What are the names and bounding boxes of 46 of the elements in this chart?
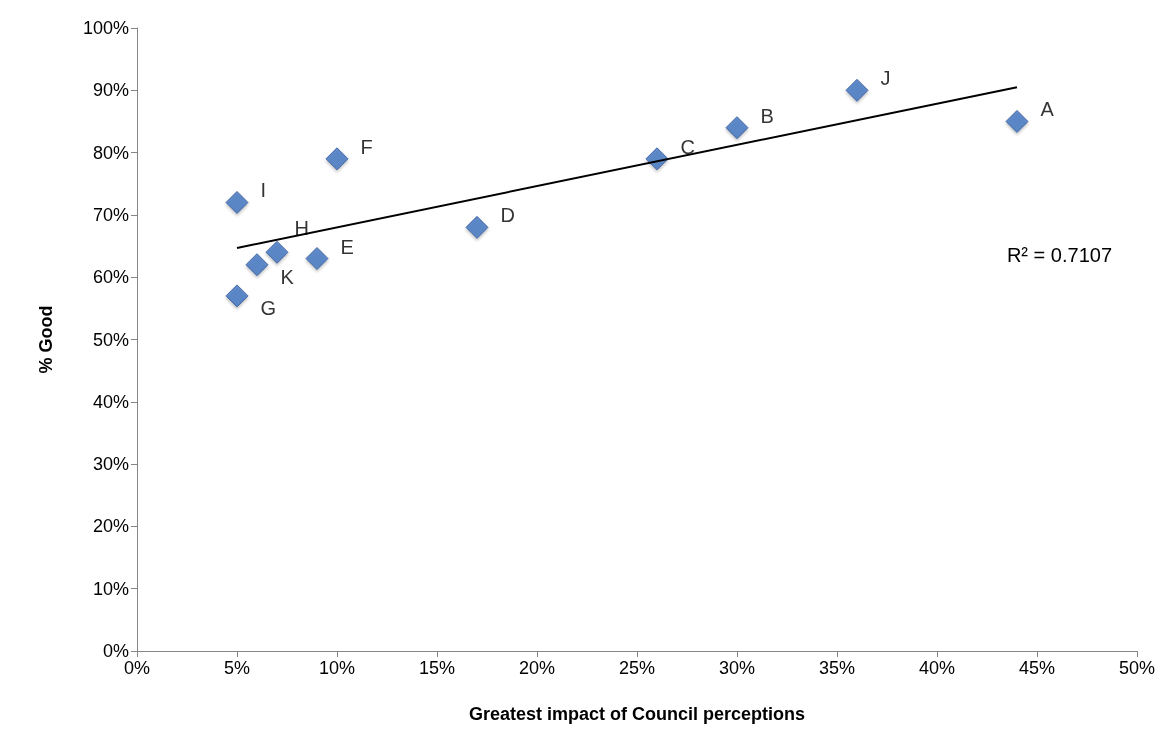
- data-label: I: [260, 179, 267, 202]
- x-tick-label: 25%: [618, 658, 656, 678]
- data-label: B: [760, 104, 774, 127]
- x-tick-label: 40%: [918, 658, 956, 678]
- y-tick-label: 0%: [102, 641, 129, 661]
- point: [465, 215, 489, 239]
- x-tick-label: 10%: [318, 658, 356, 678]
- y-tick-label: 20%: [92, 516, 129, 537]
- x-tick-label: 30%: [718, 658, 756, 678]
- y-tick-label: 90%: [92, 80, 129, 101]
- y-tick-label: 10%: [92, 578, 129, 599]
- y-tick-label: 50%: [92, 329, 129, 350]
- y-tick-label: 30%: [92, 454, 129, 475]
- point: [245, 253, 269, 277]
- data-label: H: [294, 217, 309, 240]
- x-tick-label: 0%: [123, 658, 151, 678]
- y-tick-label: 40%: [92, 391, 129, 412]
- y-tick-label: 70%: [92, 204, 129, 225]
- point: [225, 284, 249, 308]
- y-tick-label: 100%: [82, 18, 129, 38]
- data-label: F: [360, 135, 373, 158]
- data-label: C: [680, 135, 695, 158]
- data-label: K: [280, 265, 295, 288]
- y-axis-title: % Good: [36, 305, 56, 374]
- y-tick-label: 60%: [92, 267, 129, 288]
- data-label: D: [500, 204, 515, 227]
- data-label: A: [1040, 98, 1055, 121]
- y-tick-label: 80%: [92, 142, 129, 163]
- x-tick-label: 5%: [223, 658, 251, 678]
- data-label: E: [340, 235, 354, 258]
- point: [845, 78, 869, 102]
- x-tick-label: 35%: [818, 658, 856, 678]
- data-label: G: [260, 296, 277, 319]
- x-tick-label: 45%: [1018, 658, 1056, 678]
- point: [305, 247, 329, 271]
- point: [725, 116, 749, 140]
- point: [225, 190, 249, 214]
- x-tick-label: 15%: [418, 658, 456, 678]
- point: [325, 147, 349, 171]
- x-tick-label: 20%: [518, 658, 556, 678]
- data-label: J: [880, 67, 891, 90]
- x-axis-title: Greatest impact of Council perceptions: [468, 704, 806, 724]
- point: [265, 240, 289, 264]
- annotation: R² = 0.7107: [1006, 244, 1113, 266]
- point: [1005, 109, 1029, 133]
- x-tick-label: 50%: [1118, 658, 1156, 678]
